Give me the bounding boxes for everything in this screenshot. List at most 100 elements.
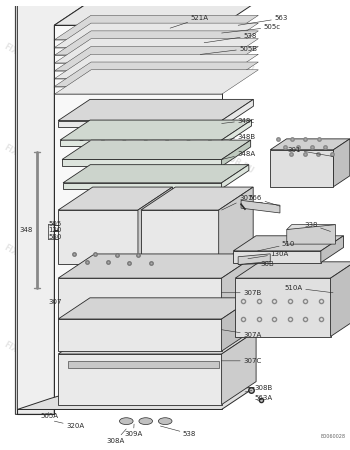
Text: FIX-HUB.RU: FIX-HUB.RU [105, 340, 153, 372]
Text: 563A: 563A [255, 395, 273, 401]
Polygon shape [233, 251, 321, 263]
Text: FIX-HUB.RU: FIX-HUB.RU [207, 143, 255, 176]
Text: E0060028: E0060028 [320, 434, 345, 439]
Polygon shape [241, 200, 280, 213]
Text: 566: 566 [249, 195, 280, 206]
Polygon shape [321, 236, 343, 263]
Polygon shape [235, 278, 330, 337]
Polygon shape [222, 331, 256, 405]
Polygon shape [138, 187, 173, 264]
Text: FIX-HUB.RU: FIX-HUB.RU [105, 243, 153, 276]
Text: 521A: 521A [170, 15, 209, 28]
Text: 580: 580 [49, 234, 62, 240]
Polygon shape [60, 120, 252, 140]
Polygon shape [58, 210, 138, 264]
Polygon shape [62, 140, 251, 159]
Polygon shape [54, 0, 262, 25]
Polygon shape [238, 254, 270, 265]
Text: FIX-HUB.RU: FIX-HUB.RU [207, 42, 255, 75]
Polygon shape [54, 70, 258, 94]
Text: 309A: 309A [124, 424, 142, 437]
Text: 320A: 320A [54, 421, 84, 429]
Polygon shape [222, 298, 253, 351]
Polygon shape [219, 187, 253, 264]
Polygon shape [54, 31, 258, 55]
Polygon shape [235, 262, 350, 278]
Text: 301: 301 [288, 147, 334, 157]
Ellipse shape [139, 418, 153, 424]
Polygon shape [58, 187, 173, 210]
Text: FIX-HUB.RU: FIX-HUB.RU [3, 42, 50, 75]
Polygon shape [68, 361, 219, 368]
Polygon shape [222, 140, 251, 166]
Ellipse shape [159, 418, 172, 424]
Polygon shape [54, 46, 258, 71]
Polygon shape [58, 99, 253, 121]
Text: 505c: 505c [222, 24, 281, 33]
Text: 308B: 308B [245, 385, 273, 392]
Text: 505: 505 [49, 220, 62, 227]
Polygon shape [63, 165, 249, 183]
Polygon shape [222, 254, 258, 342]
Polygon shape [58, 331, 256, 354]
Text: 563: 563 [238, 15, 287, 25]
Polygon shape [54, 62, 258, 86]
Polygon shape [60, 140, 222, 146]
Polygon shape [18, 0, 95, 410]
Polygon shape [334, 139, 350, 187]
Text: FIX-HUB.RU: FIX-HUB.RU [105, 42, 153, 75]
Polygon shape [141, 210, 219, 264]
Text: FIX-HUB.RU: FIX-HUB.RU [105, 143, 153, 176]
Text: 348A: 348A [222, 151, 255, 159]
Polygon shape [54, 23, 258, 48]
Polygon shape [15, 0, 95, 23]
Text: 308A: 308A [107, 429, 126, 444]
Text: 348c: 348c [222, 117, 254, 124]
Text: 307: 307 [49, 299, 62, 306]
Polygon shape [62, 159, 222, 166]
Text: 130A: 130A [248, 251, 288, 259]
Text: 348: 348 [19, 228, 33, 234]
Polygon shape [222, 165, 249, 189]
Polygon shape [54, 39, 258, 63]
Polygon shape [58, 354, 222, 405]
Polygon shape [233, 236, 343, 251]
Text: 538: 538 [204, 33, 257, 43]
Polygon shape [15, 0, 95, 414]
Polygon shape [330, 262, 350, 337]
Text: 30B: 30B [238, 261, 274, 266]
Text: FIX-HUB.RU: FIX-HUB.RU [207, 340, 255, 372]
Polygon shape [54, 54, 258, 79]
Polygon shape [222, 120, 252, 146]
Polygon shape [58, 298, 253, 319]
Text: 348B: 348B [222, 134, 255, 140]
Text: FIX-HUB.RU: FIX-HUB.RU [3, 243, 50, 276]
Text: 505B: 505B [200, 45, 257, 54]
Polygon shape [18, 388, 254, 410]
Polygon shape [287, 225, 335, 244]
Polygon shape [287, 225, 335, 230]
Text: 505A: 505A [40, 412, 58, 419]
Polygon shape [141, 187, 253, 210]
Text: FIX-HUB.RU: FIX-HUB.RU [207, 243, 255, 276]
Text: 338: 338 [304, 222, 330, 231]
Text: 307: 307 [222, 195, 253, 210]
Polygon shape [58, 254, 258, 278]
Text: 510A: 510A [285, 285, 333, 293]
Polygon shape [58, 278, 222, 342]
Text: 307C: 307C [222, 358, 261, 364]
Text: 120: 120 [49, 228, 62, 234]
Text: FIX-HUB.RU: FIX-HUB.RU [3, 340, 50, 372]
Text: 510: 510 [258, 241, 295, 251]
Polygon shape [63, 183, 222, 189]
Text: FIX-HUB.RU: FIX-HUB.RU [3, 143, 50, 176]
Polygon shape [54, 15, 258, 40]
Polygon shape [58, 319, 222, 351]
Polygon shape [270, 139, 350, 150]
Text: 538: 538 [160, 426, 196, 437]
Polygon shape [222, 99, 253, 127]
Polygon shape [58, 121, 222, 127]
Polygon shape [270, 150, 334, 187]
Text: 307B: 307B [222, 290, 261, 296]
Ellipse shape [119, 418, 133, 424]
